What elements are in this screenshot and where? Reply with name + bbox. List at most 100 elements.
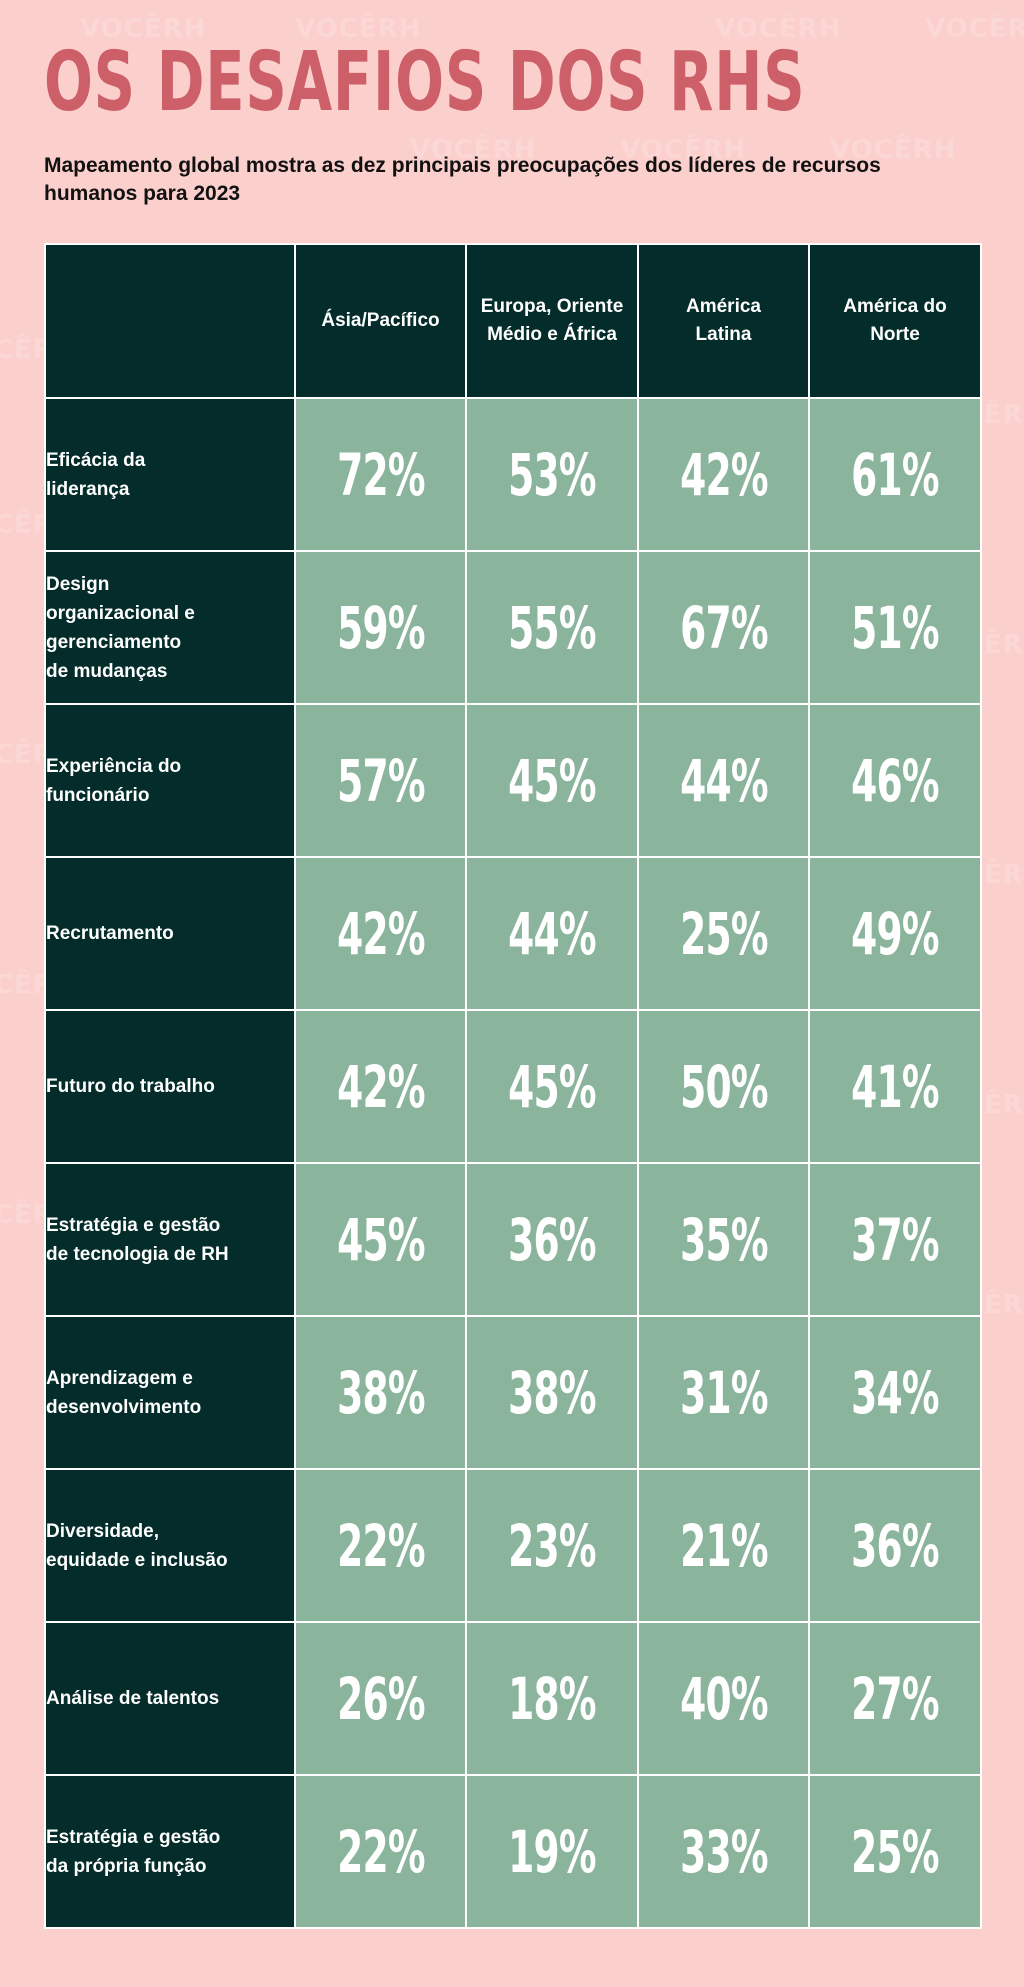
value-label: 49% [851,899,939,968]
value-label: 35% [679,1205,768,1274]
value-cell: 34% [808,1315,982,1470]
row-label-text: Análise de talentos [46,1688,220,1709]
value-label: 45% [336,1205,425,1274]
value-label: 42% [336,899,425,968]
value-cell: 44% [637,703,810,858]
value-cell: 59% [294,550,467,705]
value-label: 38% [336,1358,425,1427]
row-label-text: Recrutamento [46,923,174,944]
value-cell: 44% [465,856,639,1011]
table-row: Recrutamento 42% 44% 25% 49% [44,856,982,1011]
row-label: Design organizacional e gerenciamento de… [44,550,296,705]
row-label: Diversidade, equidade e inclusão [44,1468,296,1623]
value-cell: 25% [637,856,810,1011]
value-label: 25% [851,1817,939,1886]
value-label: 36% [508,1205,596,1274]
row-label-text: Futuro do trabalho [46,1076,215,1097]
table-row: Estratégia e gestão da própria função 22%… [44,1774,982,1929]
value-cell: 50% [637,1009,810,1164]
table-row: Design organizacional e gerenciamento de… [44,550,982,705]
value-cell: 51% [808,550,982,705]
value-cell: 23% [465,1468,639,1623]
watermark-text: VOCÊRH [925,14,1024,44]
value-label: 21% [679,1511,768,1580]
value-label: 37% [851,1205,939,1274]
row-label-text: Estratégia e gestão da própria função [46,1826,221,1877]
row-label-text: Eficácia da liderança [46,449,146,500]
value-label: 19% [508,1817,596,1886]
column-header: Europa, Oriente Médio e África [465,243,639,399]
value-label: 38% [508,1358,596,1427]
row-label: Análise de talentos [44,1621,296,1776]
value-label: 61% [851,440,939,509]
table-row: Estratégia e gestão de tecnologia de RH 4… [44,1162,982,1317]
row-label: Aprendizagem e desenvolvimento [44,1315,296,1470]
table-row: Eficácia da liderança 72% 53% 42% 61% [44,397,982,552]
value-cell: 36% [808,1468,982,1623]
value-cell: 72% [294,397,467,552]
value-cell: 18% [465,1621,639,1776]
value-cell: 22% [294,1774,467,1929]
column-header: América Latina [637,243,810,399]
value-label: 36% [851,1511,939,1580]
value-label: 44% [508,899,596,968]
value-cell: 27% [808,1621,982,1776]
value-label: 25% [679,899,768,968]
row-label: Estratégia e gestão de tecnologia de RH [44,1162,296,1317]
value-cell: 67% [637,550,810,705]
value-label: 51% [851,593,939,662]
value-label: 44% [679,746,768,815]
value-cell: 22% [294,1468,467,1623]
value-cell: 53% [465,397,639,552]
value-label: 45% [508,1052,596,1121]
page-subtitle: Mapeamento global mostra as dez principa… [44,154,881,205]
value-label: 42% [336,1052,425,1121]
table-row: Análise de talentos 26% 18% 40% 27% [44,1621,982,1776]
column-header-label: Europa, Oriente Médio e África [480,296,624,345]
value-cell: 46% [808,703,982,858]
value-cell: 36% [465,1162,639,1317]
row-label: Estratégia e gestão da própria função [44,1774,296,1929]
value-label: 67% [679,593,768,662]
value-cell: 42% [294,1009,467,1164]
value-cell: 38% [294,1315,467,1470]
value-cell: 21% [637,1468,810,1623]
row-label-text: Design organizacional e gerenciamento de… [46,573,195,682]
table-header-row: Ásia/Pacífico Europa, Oriente Médio e Áfr… [44,243,982,399]
value-label: 72% [336,440,425,509]
row-label-text: Diversidade, equidade e inclusão [46,1520,228,1571]
row-label: Eficácia da liderança [44,397,296,552]
value-label: 22% [336,1817,425,1886]
value-label: 26% [336,1664,425,1733]
value-label: 34% [851,1358,939,1427]
column-header-label: América do Norte [843,296,947,345]
value-cell: 42% [294,856,467,1011]
value-cell: 61% [808,397,982,552]
value-cell: 19% [465,1774,639,1929]
value-cell: 45% [294,1162,467,1317]
column-header: Ásia/Pacífico [294,243,467,399]
value-label: 46% [851,746,939,815]
value-label: 33% [679,1817,768,1886]
value-cell: 31% [637,1315,810,1470]
value-cell: 45% [465,1009,639,1164]
value-cell: 41% [808,1009,982,1164]
row-label: Recrutamento [44,856,296,1011]
challenges-table: Ásia/Pacífico Europa, Oriente Médio e Áfr… [44,243,982,1929]
row-label-text: Aprendizagem e desenvolvimento [46,1367,202,1418]
value-cell: 25% [808,1774,982,1929]
value-label: 50% [679,1052,768,1121]
table-row: Diversidade, equidade e inclusão 22% 23% 21… [44,1468,982,1623]
value-label: 57% [336,746,425,815]
value-label: 59% [336,593,425,662]
row-label-text: Estratégia e gestão de tecnologia de RH [46,1214,229,1265]
table-row: Experiência do funcionário 57% 45% 44% 46% [44,703,982,858]
value-label: 22% [336,1511,425,1580]
page-title: OS DESAFIOS DOS RHS [44,35,806,130]
value-cell: 55% [465,550,639,705]
row-label-text: Experiência do funcionário [46,755,182,806]
value-label: 40% [679,1664,768,1733]
value-cell: 37% [808,1162,982,1317]
value-label: 53% [508,440,596,509]
value-cell: 35% [637,1162,810,1317]
